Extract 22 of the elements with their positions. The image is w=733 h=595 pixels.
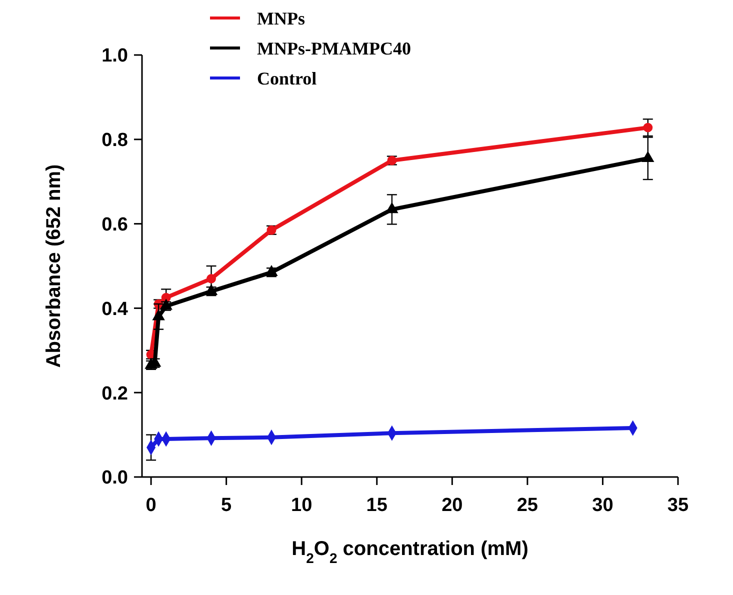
x-tick-label: 0 — [146, 495, 156, 516]
x-tick-label: 25 — [516, 495, 538, 516]
x-tick-label: 5 — [221, 495, 232, 516]
x-tick-label: 10 — [291, 495, 312, 516]
legend-label: MNPs-PMAMPC40 — [257, 38, 411, 58]
x-tick-label: 15 — [366, 495, 388, 516]
point — [642, 151, 654, 162]
legend-label: MNPs — [257, 8, 305, 28]
x-axis-title: H$_{2}$O$_{2}$ concentration (mM) — [292, 538, 528, 566]
y-tick-label: 1.0 — [102, 46, 128, 67]
x-tick-label: 20 — [442, 495, 463, 516]
y-tick-label: 0.8 — [102, 130, 128, 152]
legend-label: Control — [257, 68, 317, 88]
y-tick-label: 0.4 — [102, 298, 128, 320]
x-tick-label: 35 — [667, 495, 689, 516]
y-axis-title: Absorbance (652 nm) — [43, 164, 65, 368]
y-tick-label: 0.2 — [102, 383, 128, 404]
point — [206, 274, 216, 284]
point — [643, 122, 653, 132]
y-tick-label: 0.0 — [102, 468, 128, 489]
y-tick-label: 0.6 — [102, 214, 128, 236]
x-tick-label: 30 — [592, 495, 614, 516]
